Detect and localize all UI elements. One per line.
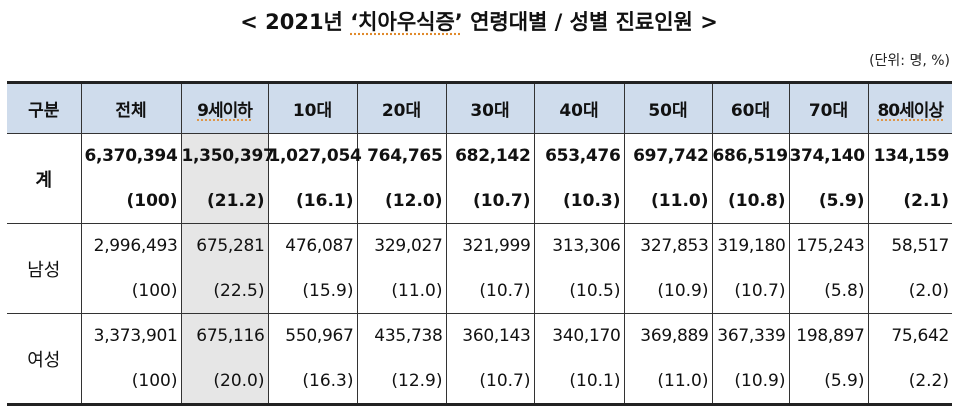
table-row-male: 남성 2,996,493 (100) 675,281 (22.5) 476,087(… <box>7 223 952 314</box>
table-cell: 198,897 (5.9) <box>788 313 869 405</box>
table-cell: 675,116 (20.0) <box>180 313 269 405</box>
header-age-50s: 50대 <box>623 82 713 134</box>
table-row-total: 계 6,370,394 (100) 1,350,397 (21.2) 1,027,0… <box>7 133 952 224</box>
row-label: 계 <box>7 133 82 224</box>
title-disease-name: ‘치아우식증’ <box>350 10 463 34</box>
table-cell: 682,142 (10.7) <box>445 133 535 224</box>
header-total: 전체 <box>80 82 182 134</box>
header-age-70s: 70대 <box>788 82 869 134</box>
table-cell: 321,999 (10.7) <box>445 223 535 314</box>
table-cell: 319,180 (10.7) <box>711 223 790 314</box>
title-suffix: 연령대별 / 성별 진료인원 > <box>462 10 718 34</box>
table-cell: 1,027,054 (16.1) <box>267 133 362 224</box>
header-age-60s: 60대 <box>711 82 790 134</box>
header-age-20s: 20대 <box>356 82 447 134</box>
table-cell: 367,339 (10.9) <box>711 313 790 405</box>
table-cell: 134,159 (2.1) <box>867 133 952 224</box>
table-cell: 697,742 (11.0) <box>623 133 713 224</box>
unit-note: (단위: 명, %) <box>869 53 950 69</box>
table-cell: 476,087 (15.9) <box>267 223 358 314</box>
row-label: 여성 <box>7 313 82 405</box>
table-cell: 550,967 (16.3) <box>267 313 358 405</box>
header-age-under-9-label: 9세이하 <box>197 101 253 121</box>
table-cell: 653,476 (10.3) <box>533 133 625 224</box>
table-cell: 1,350,397 (21.2) <box>180 133 275 224</box>
table-cell: 6,370,394 (100) <box>80 133 182 224</box>
header-age-under-9: 9세이하 <box>180 82 269 134</box>
header-age-40s: 40대 <box>533 82 625 134</box>
header-age-80-plus-label: 80세이상 <box>877 101 944 121</box>
table-cell: 175,243 (5.8) <box>788 223 869 314</box>
table-cell: 369,889 (11.0) <box>623 313 713 405</box>
title-prefix: < 2021년 <box>240 10 351 34</box>
header-row: 구분 전체 9세이하 10대 20대 30대 40대 50대 60대 70대 8… <box>7 82 952 134</box>
table-cell: 313,306 (10.5) <box>533 223 625 314</box>
table-cell: 2,996,493 (100) <box>80 223 182 314</box>
table-cell: 764,765 (12.0) <box>356 133 447 224</box>
patient-table: 구분 전체 9세이하 10대 20대 30대 40대 50대 60대 70대 8… <box>7 81 952 406</box>
table-cell: 340,170 (10.1) <box>533 313 625 405</box>
table-cell: 360,143 (10.7) <box>445 313 535 405</box>
header-age-10s: 10대 <box>267 82 358 134</box>
header-category: 구분 <box>7 82 82 134</box>
table-cell: 75,642 (2.2) <box>867 313 952 405</box>
table-row-female: 여성 3,373,901 (100) 675,116 (20.0) 550,967(… <box>7 313 952 405</box>
table-cell: 374,140 (5.9) <box>788 133 869 224</box>
table-cell: 329,027 (11.0) <box>356 223 447 314</box>
page-title: < 2021년 ‘치아우식증’ 연령대별 / 성별 진료인원 > <box>0 6 958 36</box>
header-age-80-plus: 80세이상 <box>867 82 952 134</box>
row-label: 남성 <box>7 223 82 314</box>
table-cell: 58,517 (2.0) <box>867 223 952 314</box>
table-cell: 327,853 (10.9) <box>623 223 713 314</box>
table-cell: 3,373,901 (100) <box>80 313 182 405</box>
table-cell: 435,738 (12.9) <box>356 313 447 405</box>
table-cell: 675,281 (22.5) <box>180 223 269 314</box>
table-cell: 686,519 (10.8) <box>711 133 790 224</box>
header-age-30s: 30대 <box>445 82 535 134</box>
